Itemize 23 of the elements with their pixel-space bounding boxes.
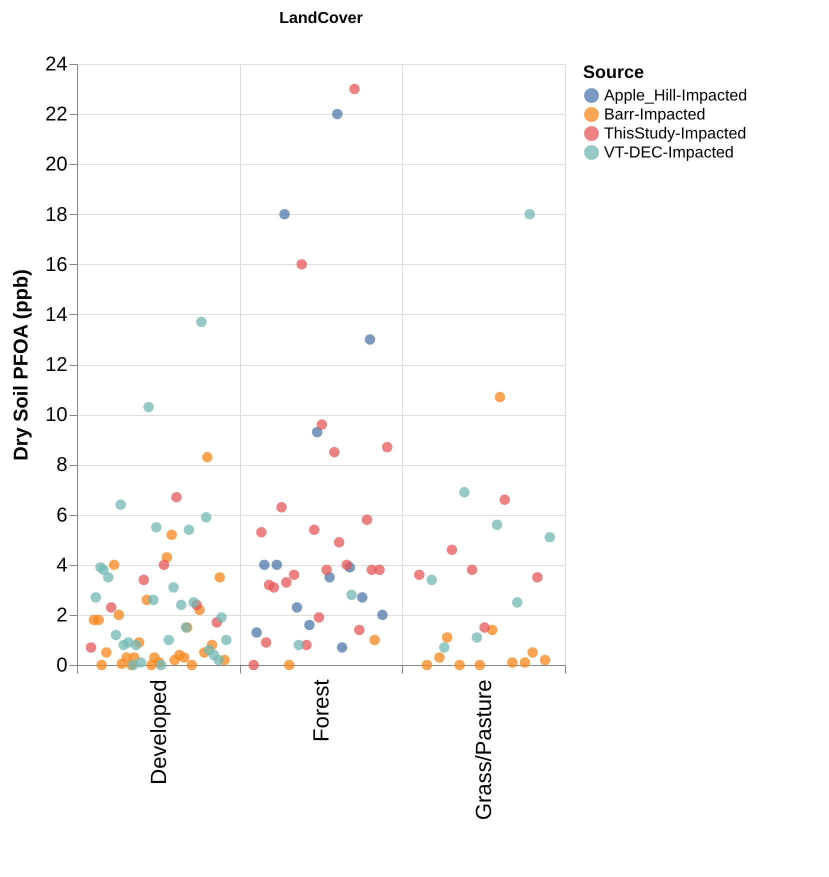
y-tick-label: 2 — [56, 604, 68, 626]
legend-label: ThisStudy-Impacted — [604, 126, 746, 142]
chart-title: LandCover — [279, 10, 363, 27]
x-tick-label: Developed — [146, 680, 171, 785]
x-tick-label: Grass/Pasture — [471, 680, 496, 820]
x-tick-label: Forest — [308, 680, 334, 742]
y-tick-label: 18 — [45, 204, 68, 226]
y-tick-label: 0 — [56, 654, 68, 676]
y-tick-label: 12 — [45, 354, 68, 376]
y-tick-label: 20 — [45, 154, 68, 176]
y-tick-label: 6 — [56, 504, 68, 526]
y-tick-label: 24 — [45, 54, 68, 76]
y-tick-label: 22 — [45, 104, 68, 126]
legend-title: Source — [583, 62, 644, 82]
legend-label: VT-DEC-Impacted — [604, 144, 734, 162]
y-axis-title: Dry Soil PFOA (ppb) — [10, 269, 32, 461]
legend-label: Apple_Hill-Impacted — [604, 88, 748, 104]
y-tick-label: 16 — [45, 254, 68, 276]
y-tick-label: 4 — [56, 554, 68, 576]
legend-label: Barr-Impacted — [604, 106, 706, 124]
y-tick-label: 14 — [45, 304, 68, 326]
y-tick-label: 10 — [45, 404, 68, 426]
y-tick-label: 8 — [56, 454, 68, 476]
